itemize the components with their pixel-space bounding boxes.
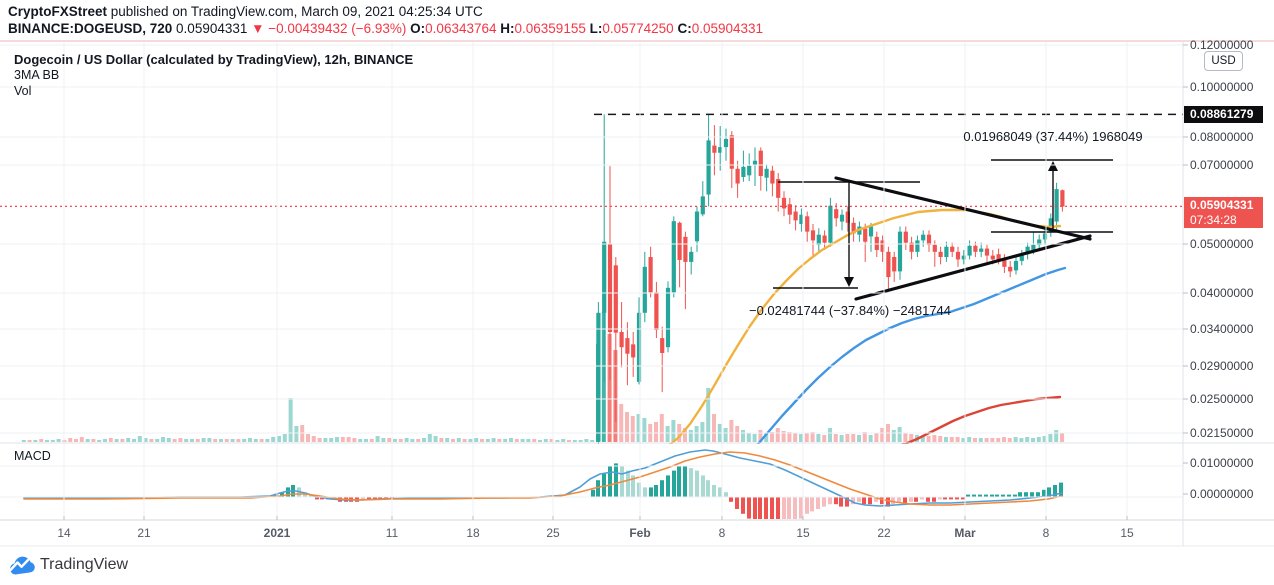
open-label: O: <box>410 21 426 36</box>
chart-title[interactable]: Dogecoin / US Dollar (calculated by Trad… <box>14 52 414 67</box>
date-tick-label: 2021 <box>263 526 291 540</box>
date-tick-label: 21 <box>137 526 151 540</box>
price-tick-label: 0.02150000 <box>1190 426 1254 440</box>
date-tick-label: 18 <box>466 526 480 540</box>
last-price: 0.05904331 <box>176 21 248 36</box>
price-tick-label: 0.01000000 <box>1190 456 1254 470</box>
date-tick-label: 15 <box>796 526 810 540</box>
down-triangle-icon: ▼ <box>251 21 265 36</box>
price-tick-label: 0.02500000 <box>1190 392 1254 406</box>
measure-down-label: −0.02481744 (−37.84%) −2481744 <box>748 303 952 318</box>
high-value: 0.06359155 <box>514 21 586 36</box>
price-tick-label: 0.03400000 <box>1190 322 1254 336</box>
attribution-line: CryptoFXStreet published on TradingView.… <box>8 4 483 19</box>
header-divider <box>0 40 1274 42</box>
measure-up-label: 0.01968049 (37.44%) 1968049 <box>963 129 1143 144</box>
high-label: H: <box>500 21 515 36</box>
date-tick-label: 22 <box>877 526 891 540</box>
price-tick-label: 0.02900000 <box>1190 359 1254 373</box>
date-tick-label: Mar <box>954 526 976 540</box>
publisher-name: CryptoFXStreet <box>8 4 108 19</box>
indicator-label-vol[interactable]: Vol <box>14 84 32 98</box>
tradingview-cloud-logo-icon[interactable] <box>7 553 37 584</box>
price-tick-label: 0.07000000 <box>1190 158 1254 172</box>
high-price-axis-label: 0.08861279 <box>1184 106 1263 123</box>
date-tick-label: 25 <box>546 526 560 540</box>
price-tick-label: 0.10000000 <box>1190 80 1254 94</box>
price-tick-label: 0.08000000 <box>1190 130 1254 144</box>
date-tick-label: 15 <box>1120 526 1134 540</box>
price-tick-label: 0.05000000 <box>1190 237 1254 251</box>
indicator-label-3ma-bb[interactable]: 3MA BB <box>14 68 60 82</box>
date-tick-label: 8 <box>1042 526 1050 540</box>
open-value: 0.06343764 <box>425 21 497 36</box>
date-tick-label: 8 <box>718 526 726 540</box>
price-tick-label: 0.12000000 <box>1190 38 1254 52</box>
indicator-label-macd[interactable]: MACD <box>14 449 51 463</box>
countdown-timer: 07:34:28 <box>1190 213 1237 227</box>
date-tick-label: Feb <box>629 526 651 540</box>
macd-pane <box>23 449 1063 519</box>
attribution-text: published on TradingView.com, March 09, … <box>107 4 483 19</box>
date-tick-label: 14 <box>57 526 71 540</box>
close-value: 0.05904331 <box>691 21 764 36</box>
tradingview-brand-text[interactable]: TradingView <box>40 556 129 573</box>
price-tick-label: 0.04000000 <box>1190 286 1254 300</box>
symbol-label[interactable]: BINANCE:DOGEUSD, 720 <box>8 21 173 36</box>
price-tick-label: 0.00000000 <box>1190 487 1254 501</box>
price-change: −0.00439432 (−6.93%) <box>268 21 407 36</box>
date-tick-label: 11 <box>385 526 399 540</box>
symbol-ohlc-line: BINANCE:DOGEUSD, 720 0.05904331 ▼ −0.004… <box>8 21 763 36</box>
currency-unit-button[interactable]: USD <box>1204 51 1243 71</box>
close-label: C: <box>677 21 692 36</box>
main-pane <box>21 114 1067 444</box>
last-price-axis-value: 0.05904331 <box>1190 198 1254 212</box>
last-price-axis-label: 0.05904331 07:34:28 <box>1184 197 1263 228</box>
low-label: L: <box>589 21 603 36</box>
low-value: 0.05774250 <box>602 21 674 36</box>
